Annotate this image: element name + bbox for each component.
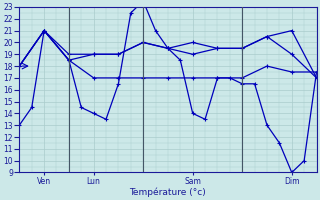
X-axis label: Température (°c): Température (°c)	[130, 187, 206, 197]
